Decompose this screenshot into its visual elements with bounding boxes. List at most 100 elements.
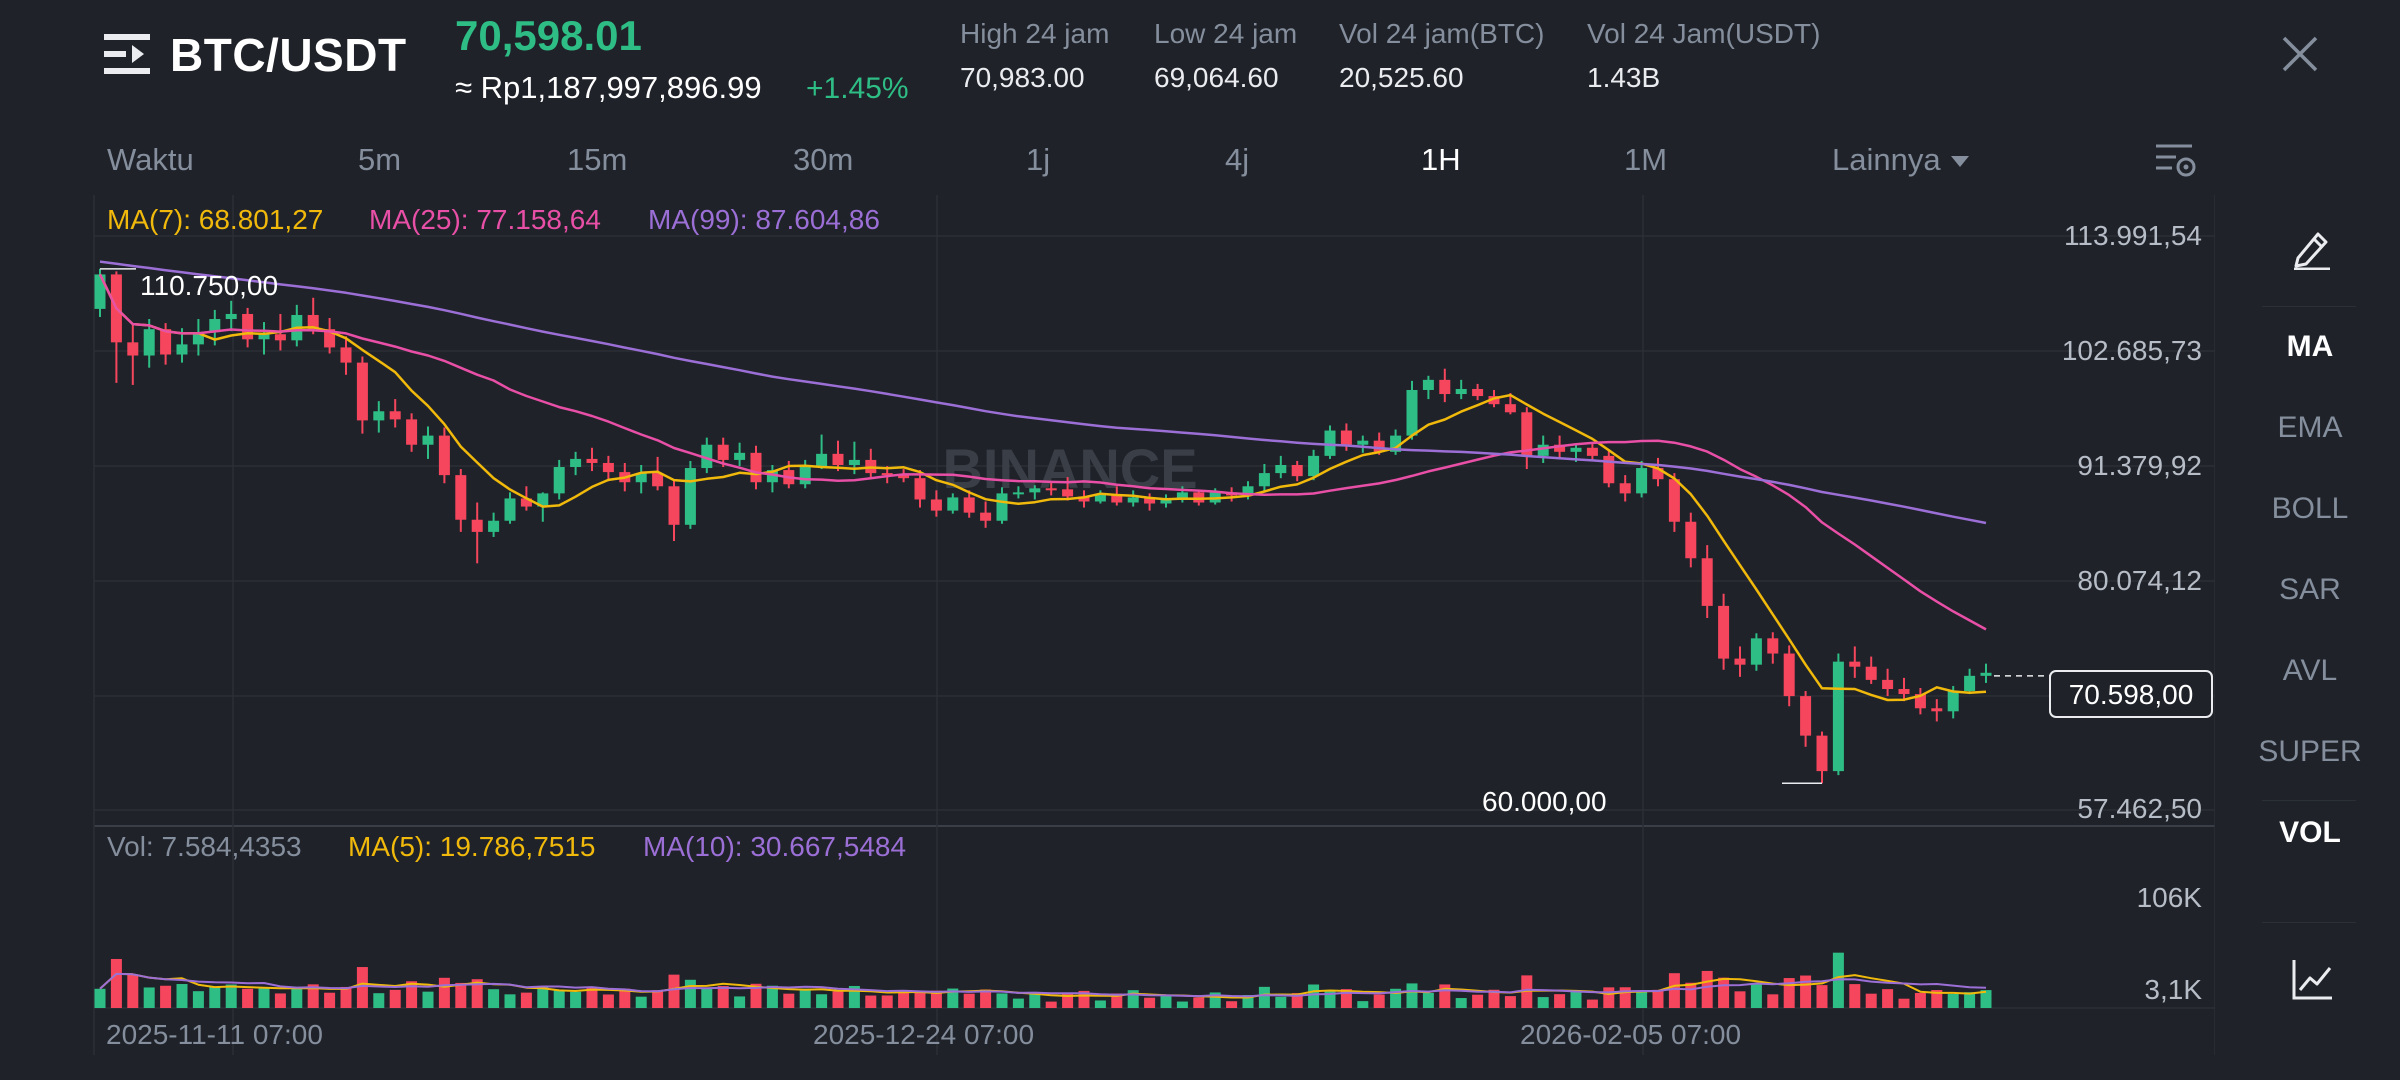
candle-body [652, 473, 664, 487]
indicator-chart-icon[interactable] [2290, 958, 2334, 1002]
ma25-line [98, 273, 1987, 631]
candle-body [1865, 666, 1877, 680]
candle-body [1111, 494, 1123, 503]
current-price-label: 70.598,00 [2069, 679, 2194, 710]
chart-settings-icon[interactable] [2154, 140, 2198, 180]
candle-body [1964, 675, 1976, 692]
volume-bar [1964, 992, 1976, 1008]
price-idr: ≈ Rp1,187,997,896.99 [455, 70, 762, 105]
close-icon[interactable] [2280, 34, 2320, 74]
volume-bar [422, 991, 434, 1008]
volume-bar [258, 987, 270, 1008]
tool-vol[interactable]: VOL [2279, 816, 2341, 849]
list-menu-icon[interactable] [104, 32, 150, 76]
candle-body [1586, 447, 1598, 456]
candle-body [701, 444, 713, 469]
volume-bar [1160, 994, 1172, 1008]
ma25-legend: MA(25): 77.158,64 [369, 204, 601, 235]
tool-avl[interactable]: AVL [2282, 654, 2338, 687]
volume-bar [1488, 989, 1500, 1008]
candle-body [717, 444, 729, 460]
volume-bar [996, 993, 1008, 1008]
tool-ema[interactable]: EMA [2277, 411, 2343, 444]
volume-bar [898, 992, 910, 1008]
volume-bar [1734, 991, 1746, 1008]
ma7-line [98, 273, 1987, 702]
volume-bar [1357, 1001, 1369, 1008]
volume-bar [570, 991, 582, 1008]
volume-bar [1537, 997, 1549, 1008]
tab-1h[interactable]: 1H [1421, 142, 1461, 177]
candle-body [1029, 488, 1041, 493]
volume-bar [1258, 986, 1270, 1008]
tab-4j[interactable]: 4j [1225, 142, 1250, 177]
vol-ma5-legend: MA(5): 19.786,7515 [348, 831, 596, 862]
candle-body [816, 453, 828, 467]
candle-body [1439, 379, 1451, 395]
volume-bar [1127, 990, 1139, 1008]
tab-30m[interactable]: 30m [793, 142, 854, 177]
vol-btc-value: 20,525.60 [1339, 62, 1464, 93]
volume-bar [520, 992, 532, 1008]
candle-body [1947, 691, 1959, 712]
candle-body [520, 498, 532, 507]
tab-waktu[interactable]: Waktu [107, 142, 194, 177]
tab-lainnya[interactable]: Lainnya [1832, 142, 1969, 178]
candle-body [324, 329, 336, 348]
price-chart[interactable]: BINANCE MA(7): 68.801,27 MA(25): 77.158,… [0, 190, 2215, 1060]
volume-bar [1193, 997, 1205, 1008]
tab-5m[interactable]: 5m [358, 142, 402, 177]
candle-body [635, 473, 647, 483]
candle-body [504, 498, 516, 521]
candle-body [422, 435, 434, 445]
volume-bar [94, 988, 106, 1008]
volume-bar [160, 985, 172, 1008]
volume-bar [1570, 992, 1582, 1008]
volume-bar [1373, 994, 1385, 1008]
volume-bar [1882, 989, 1894, 1008]
low-marker-label: 60.000,00 [1482, 786, 1607, 817]
tab-1j[interactable]: 1j [1026, 142, 1051, 177]
volume-bar [766, 985, 778, 1008]
volume-bar [1094, 1000, 1106, 1008]
tool-boll[interactable]: BOLL [2271, 492, 2349, 525]
vol-usdt-value: 1.43B [1587, 62, 1661, 93]
tab-1m[interactable]: 1M [1624, 142, 1668, 177]
candle-body [1816, 735, 1828, 772]
candle-body [192, 332, 204, 345]
candle-body [471, 519, 483, 532]
candle-body [750, 452, 762, 483]
volume-bar [389, 989, 401, 1008]
tool-sar[interactable]: SAR [2279, 573, 2341, 606]
candle-body [898, 475, 910, 479]
volume-bar [340, 986, 352, 1008]
volume-tick-top: 106K [2137, 882, 2203, 913]
volume-bar [586, 987, 598, 1008]
tool-super[interactable]: SUPER [2258, 735, 2362, 768]
volume-bar [881, 995, 893, 1008]
candle-body [1062, 489, 1074, 497]
volume-bar [1176, 1001, 1188, 1008]
volume-bar [1668, 973, 1680, 1008]
low-24h-label: Low 24 jam [1154, 18, 1298, 49]
candle-body [1636, 468, 1648, 494]
volume-bar [1504, 996, 1516, 1008]
price-tick-4: 80.074,12 [2077, 565, 2202, 596]
volume-bar [914, 990, 926, 1008]
trading-pair-title[interactable]: BTC/USDT [170, 29, 407, 81]
candle-body [1849, 661, 1861, 667]
volume-bar [406, 981, 418, 1008]
candle-body [1898, 689, 1910, 695]
volume-bar [1931, 990, 1943, 1008]
candle-body [684, 468, 696, 525]
tool-ma[interactable]: MA [2286, 330, 2334, 363]
candle-body [1422, 379, 1434, 390]
candle-body [881, 473, 893, 476]
tab-15m[interactable]: 15m [567, 142, 628, 177]
pen-draw-icon[interactable] [2290, 226, 2334, 271]
volume-bar [1898, 998, 1910, 1008]
candle-body [1931, 708, 1943, 712]
volume-bar [1455, 998, 1467, 1008]
volume-bar [848, 985, 860, 1008]
volume-bar [1078, 990, 1090, 1008]
